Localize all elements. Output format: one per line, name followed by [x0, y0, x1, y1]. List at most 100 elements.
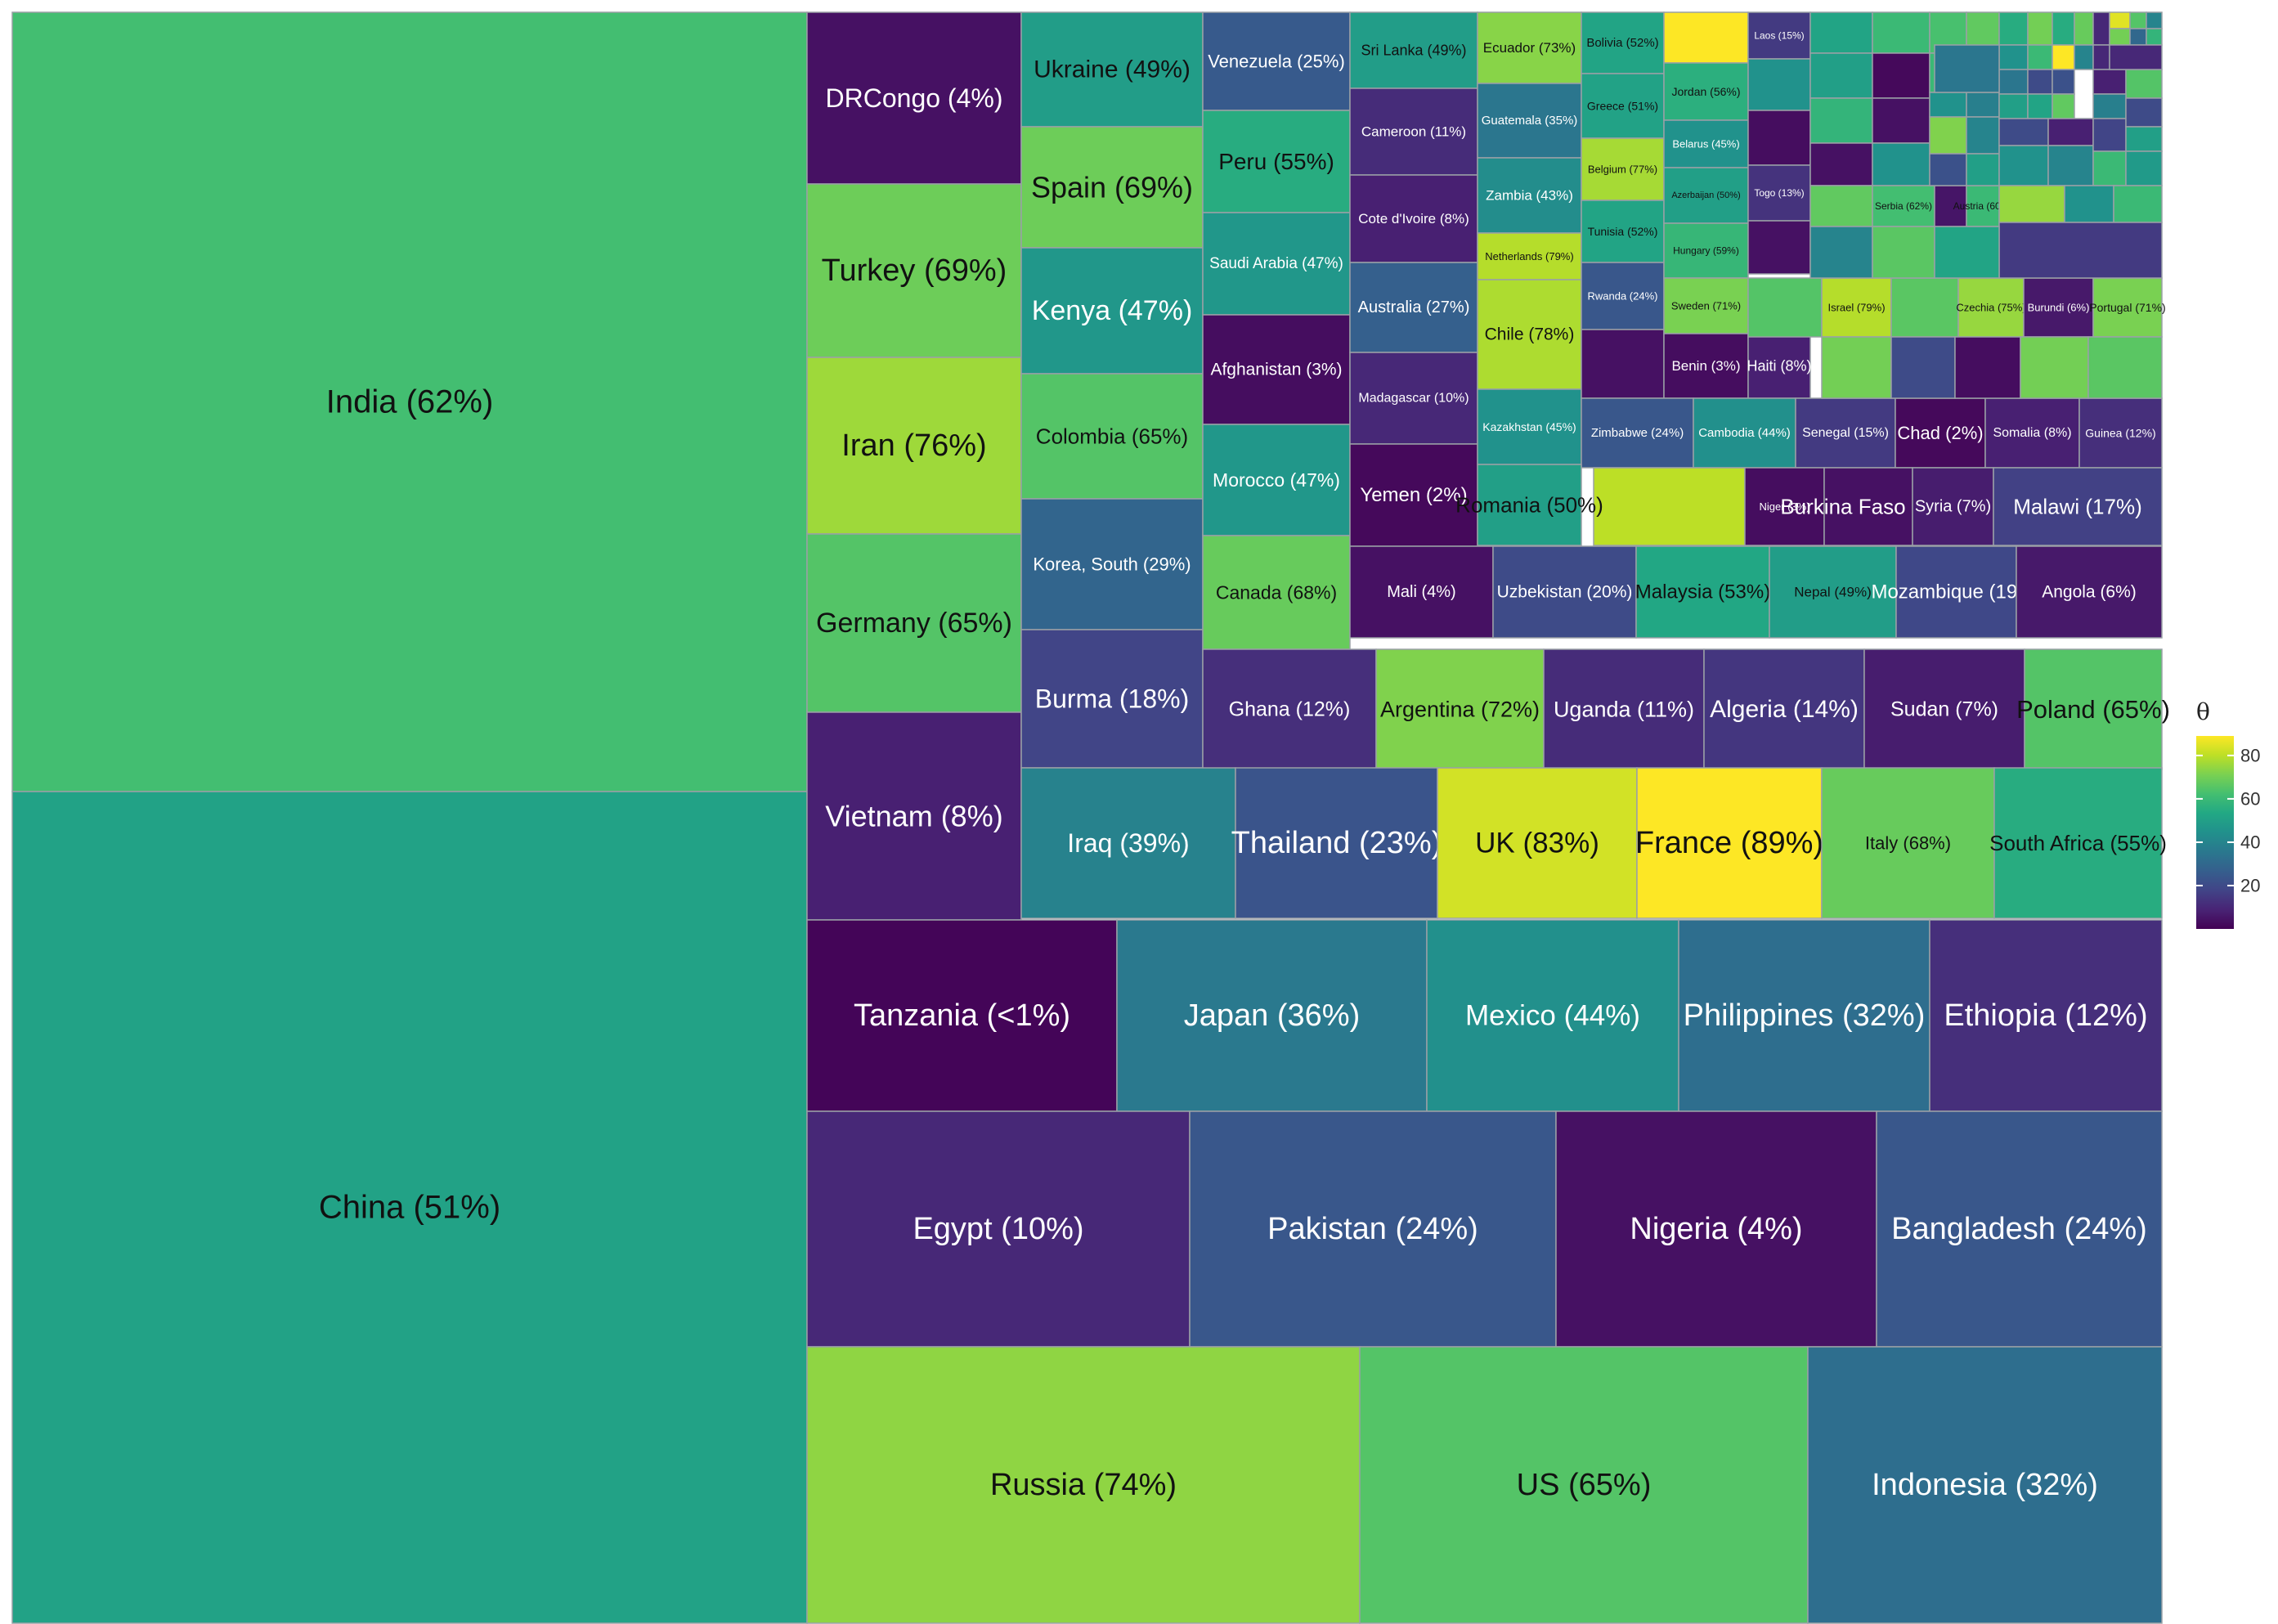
- treemap-tile: South Africa (55%): [1989, 767, 2167, 919]
- tile-rect: [1375, 648, 1545, 770]
- tile-rect: [2146, 11, 2163, 29]
- tile-rect: [2129, 11, 2147, 29]
- treemap-tile: Rwanda (24%): [1581, 262, 1665, 330]
- treemap-tile: Ecuador (73%): [1477, 11, 1582, 84]
- tile-rect: [1581, 11, 1665, 74]
- tile-rect: [11, 11, 808, 792]
- tile-rect: [1349, 262, 1478, 353]
- treemap-tile: [2047, 145, 2094, 186]
- tile-rect: [2023, 277, 2094, 338]
- tile-rect: [2074, 11, 2094, 46]
- treemap-tile: [2092, 150, 2127, 186]
- tile-rect: [1998, 222, 2163, 279]
- treemap-tile: Togo (13%): [1747, 164, 1811, 222]
- treemap-tile: Kazakhstan (45%): [1477, 388, 1582, 465]
- treemap-tile: Kenya (47%): [1020, 247, 1204, 375]
- color-legend: θ 20 40 60 80: [2196, 698, 2260, 929]
- tile-rect: [2027, 11, 2053, 46]
- tile-rect: [2092, 150, 2127, 186]
- treemap-tile: [1998, 145, 2049, 186]
- treemap-tile: [1809, 11, 1873, 54]
- treemap-tile: Chad (2%): [1895, 397, 1986, 469]
- treemap-tile: Czechia (75%): [1956, 277, 2026, 338]
- treemap-tile: Canada (68%): [1202, 535, 1351, 650]
- tile-rect: [2052, 69, 2075, 95]
- treemap-tile: [2129, 11, 2147, 29]
- tile-rect: [1747, 110, 1811, 166]
- treemap-tile: [2146, 28, 2163, 46]
- treemap-tile: Cambodia (44%): [1693, 397, 1796, 469]
- treemap-tile: [2092, 93, 2127, 119]
- tile-rect: [1890, 336, 1956, 399]
- tile-rect: [1426, 919, 1679, 1112]
- treemap-tile: Angola (6%): [2016, 545, 2163, 639]
- treemap-tile: [2129, 28, 2147, 46]
- treemap-tile: [1581, 329, 1665, 399]
- tile-rect: [1872, 97, 1930, 144]
- treemap-tile: Ukraine (49%): [1020, 11, 1204, 128]
- treemap-tile: [1809, 52, 1873, 99]
- treemap-tile: Malaysia (53%): [1635, 545, 1770, 639]
- tile-rect: [1823, 467, 1913, 546]
- tile-rect: [1202, 110, 1351, 213]
- tile-rect: [2109, 44, 2163, 70]
- treemap-tile: [2074, 11, 2094, 46]
- tile-rect: [1895, 397, 1986, 469]
- tile-rect: [1807, 1346, 2163, 1624]
- tile-rect: [1349, 174, 1478, 263]
- tile-rect: [1663, 62, 1749, 121]
- treemap-tile: Sri Lanka (49%): [1349, 11, 1478, 89]
- treemap-tile: [2064, 185, 2114, 223]
- tile-rect: [2074, 44, 2094, 70]
- tile-rect: [1636, 767, 1823, 919]
- treemap-tile: Serbia (62%): [1872, 185, 1935, 227]
- tile-rect: [2052, 44, 2075, 70]
- tile-rect: [1581, 397, 1694, 469]
- treemap-tile: [2125, 69, 2163, 99]
- tile-rect: [2027, 69, 2053, 95]
- tile-rect: [1876, 1110, 2163, 1348]
- treemap-tile: Egypt (10%): [806, 1110, 1191, 1348]
- tile-rect: [1477, 232, 1582, 280]
- treemap-tile: Azerbaijan (50%): [1663, 167, 1749, 224]
- tile-rect: [1663, 222, 1749, 279]
- treemap-tile: [1663, 11, 1749, 64]
- tile-rect: [1747, 164, 1811, 222]
- tile-rect: [1116, 919, 1428, 1112]
- tile-rect: [2125, 150, 2163, 186]
- tile-rect: [1477, 279, 1582, 390]
- tile-rect: [1747, 277, 1823, 338]
- tile-rect: [1477, 464, 1582, 546]
- tile-rect: [1202, 535, 1351, 650]
- tile-rect: [1872, 52, 1930, 99]
- treemap-tile: Bolivia (52%): [1581, 11, 1665, 74]
- treemap-tile: Germany (65%): [806, 533, 1022, 713]
- treemap-tile: [2052, 11, 2075, 46]
- tile-rect: [1872, 226, 1935, 279]
- treemap-tile: [1890, 336, 1956, 399]
- tile-rect: [1934, 226, 2000, 279]
- tile-rect: [1678, 919, 1930, 1112]
- treemap-tile: Sudan (7%): [1863, 648, 2025, 770]
- tile-rect: [1929, 116, 1967, 155]
- tile-rect: [1202, 424, 1351, 536]
- tile-rect: [2092, 93, 2127, 119]
- tile-rect: [2109, 11, 2131, 29]
- tile-rect: [1872, 142, 1930, 186]
- treemap-tile: UK (83%): [1437, 767, 1638, 919]
- tile-rect: [1890, 277, 1959, 338]
- treemap-tile: [1954, 336, 2021, 399]
- tile-rect: [1998, 11, 2029, 46]
- treemap-tile: Iraq (39%): [1020, 767, 1236, 919]
- tile-rect: [1998, 69, 2029, 95]
- treemap-tile: [2146, 11, 2163, 29]
- tile-rect: [1020, 767, 1236, 919]
- treemap-tile: Indonesia (32%): [1807, 1346, 2163, 1624]
- treemap-tile: [1929, 92, 1967, 118]
- tile-rect: [2024, 648, 2163, 770]
- treemap-tile: [1929, 153, 1967, 186]
- treemap-tile: [1934, 185, 1967, 227]
- tile-rect: [2125, 97, 2163, 128]
- treemap-tile: Belgium (77%): [1581, 137, 1665, 201]
